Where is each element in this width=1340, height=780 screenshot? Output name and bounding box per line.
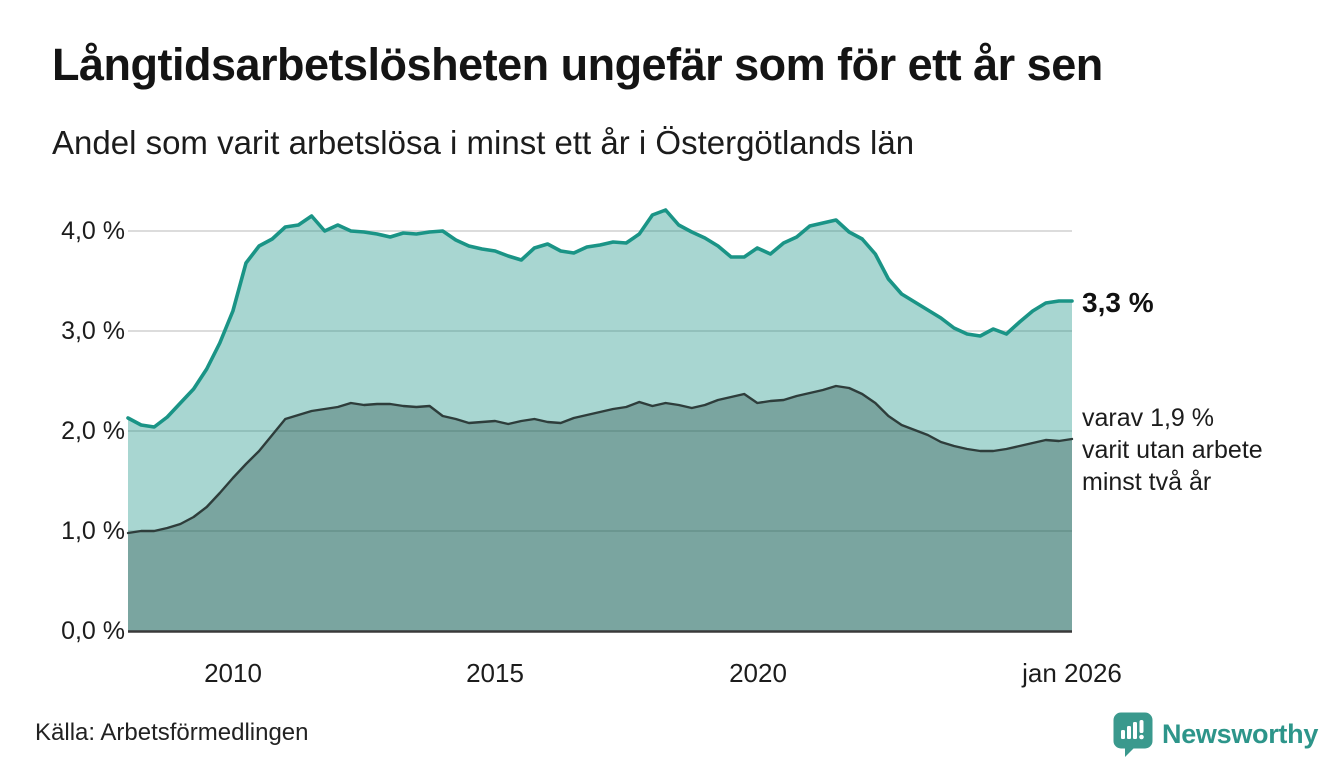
- page-title: Långtidsarbetslösheten ungefär som för e…: [52, 39, 1103, 90]
- newsworthy-wordmark: Newsworthy: [1162, 718, 1319, 749]
- area-fill-min-one-year: [128, 210, 1072, 631]
- x-tick-2010: 2010: [204, 658, 262, 688]
- bar-chart-speech-bubble-icon: [1112, 711, 1154, 758]
- y-tick-3: 3,0 %: [61, 317, 125, 345]
- newsworthy-logo[interactable]: Newsworthy: [1112, 710, 1318, 758]
- y-tick-2: 2,0 %: [61, 417, 125, 445]
- y-tick-4: 4,0 %: [61, 217, 125, 245]
- y-tick-1: 1,0 %: [61, 517, 125, 545]
- area-fill-min-two-years: [128, 386, 1072, 631]
- x-tick-2020: 2020: [729, 658, 787, 688]
- y-tick-0: 0,0 %: [61, 617, 125, 645]
- source-note: Källa: Arbetsförmedlingen: [35, 719, 309, 746]
- page-subtitle: Andel som varit arbetslösa i minst ett å…: [52, 124, 915, 161]
- line-min-one-year: [126, 208, 1074, 429]
- x-tick-2015: 2015: [466, 658, 524, 688]
- latest-value-label: 3,3 %: [1082, 287, 1154, 318]
- secondary-value-label: varav 1,9 % varit utan arbete minst två …: [1082, 404, 1263, 496]
- x-tick-jan-2026: jan 2026: [1022, 658, 1122, 688]
- line-min-two-years: [126, 384, 1074, 535]
